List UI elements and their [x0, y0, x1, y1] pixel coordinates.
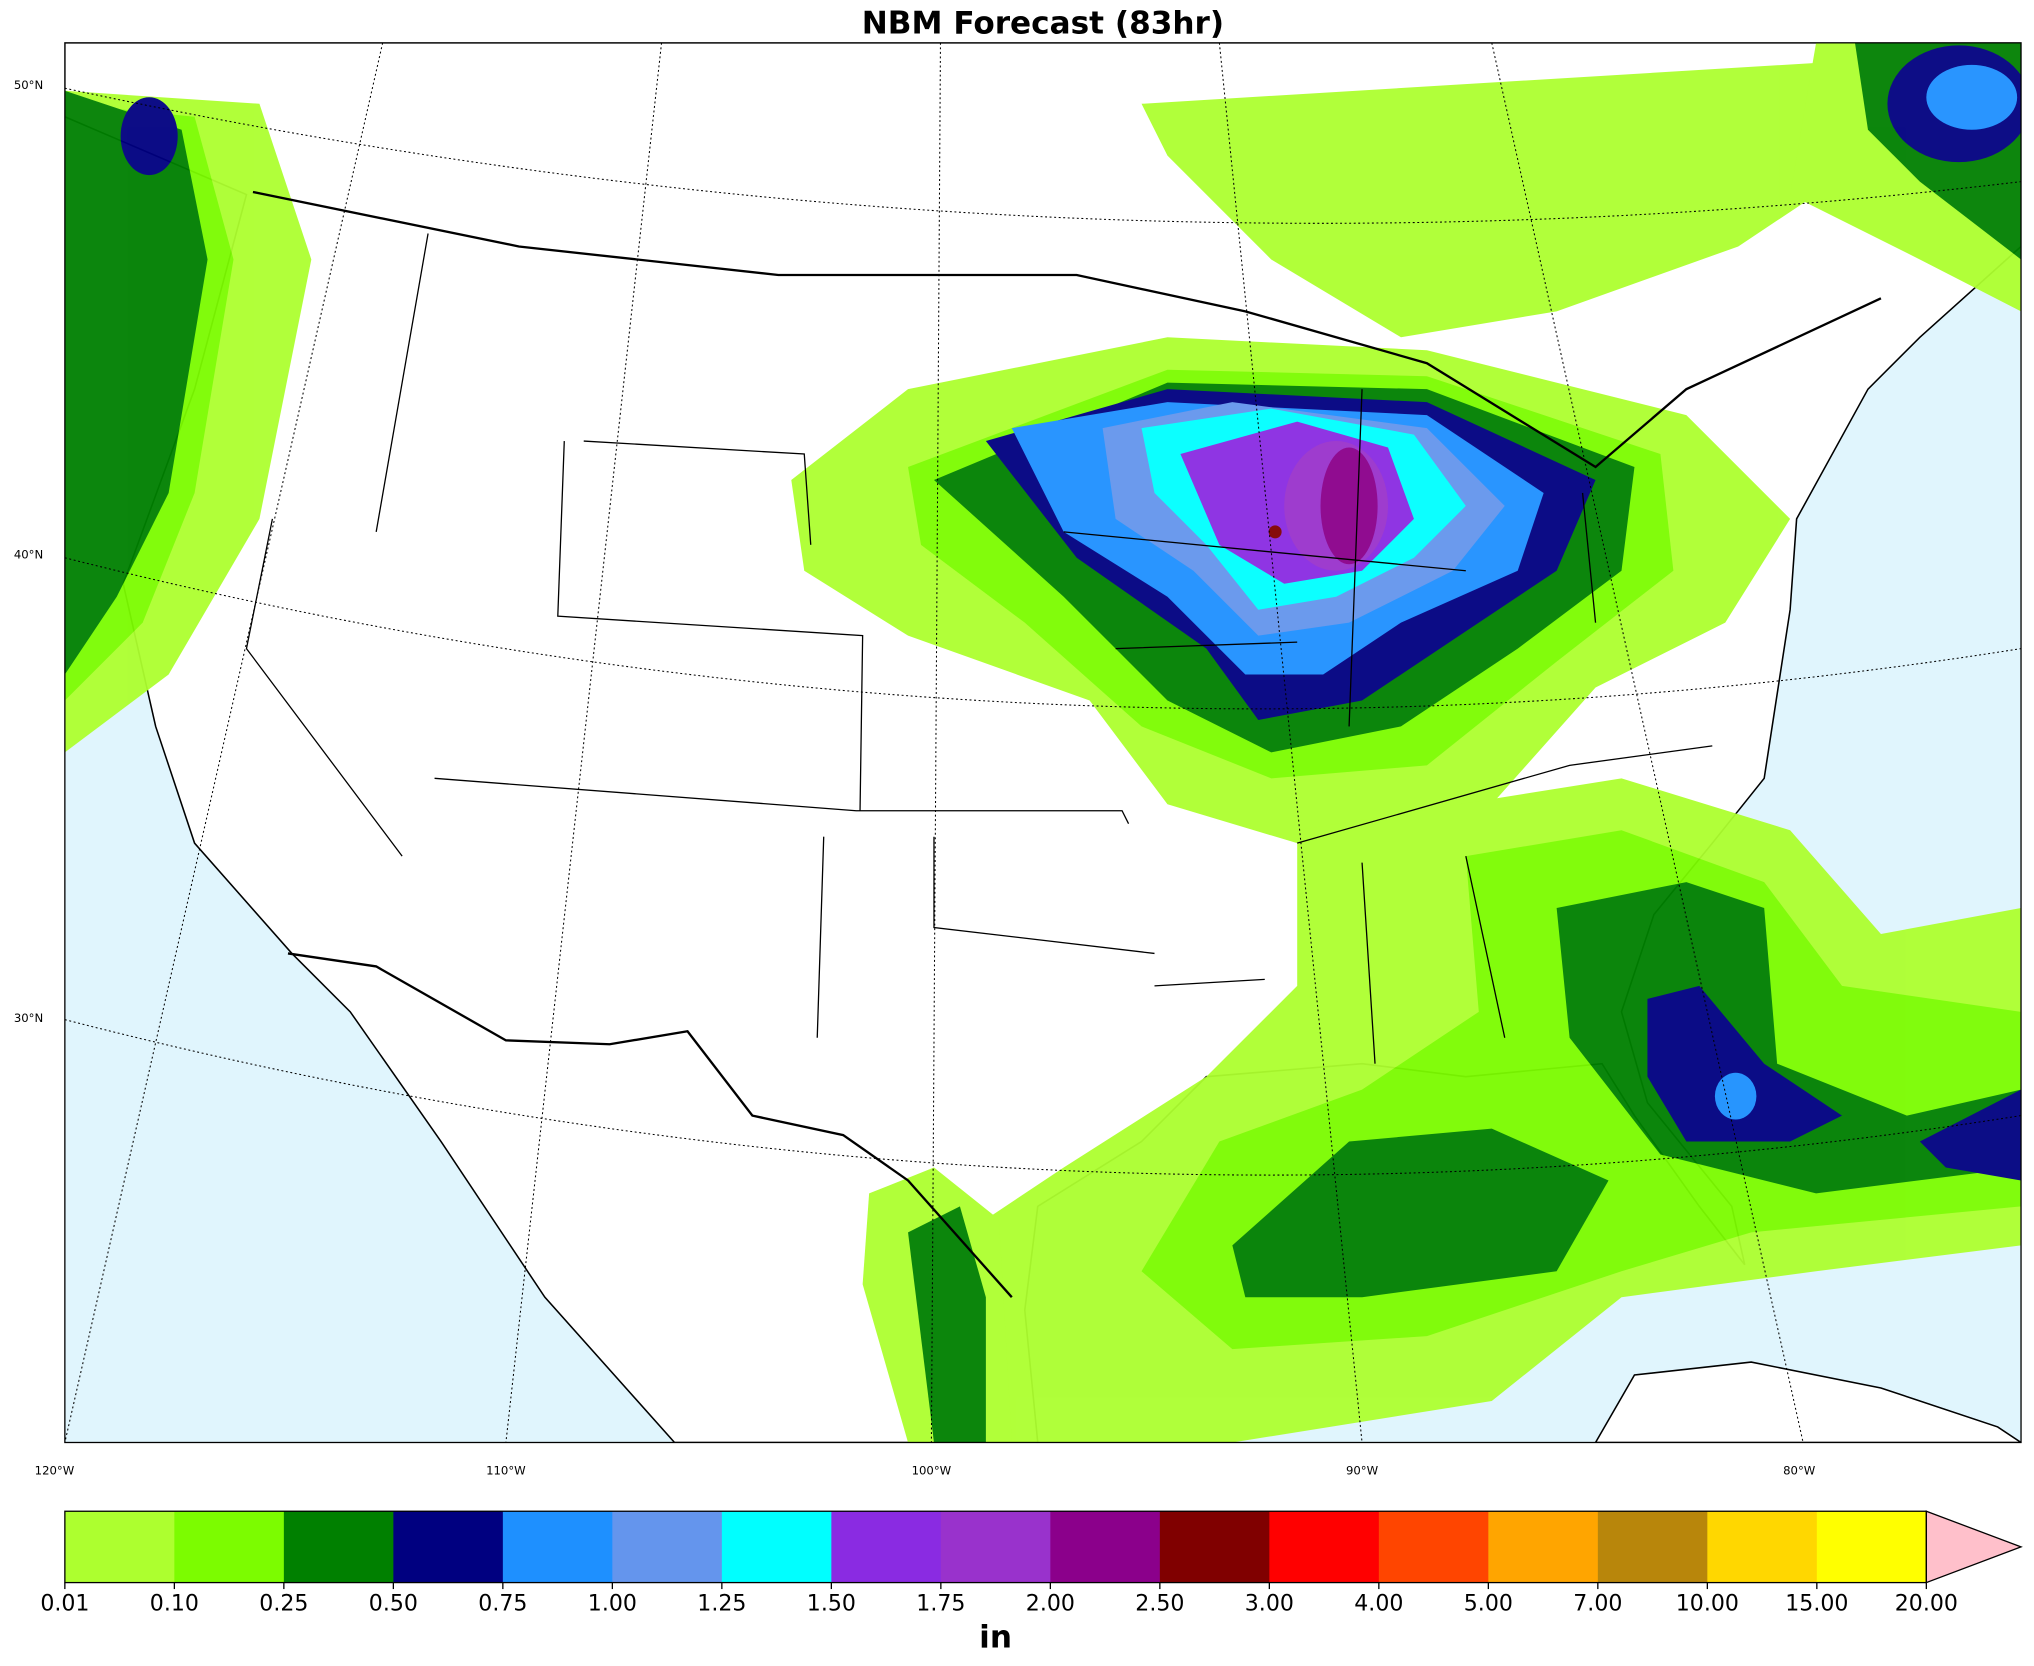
- colorbar-label: 7.00: [1573, 1592, 1622, 1617]
- colorbar-unit: in: [979, 1619, 1012, 1655]
- colorbar-bin: [174, 1511, 285, 1583]
- colorbar-bin: [1050, 1511, 1161, 1583]
- colorbar-label: 20.00: [1895, 1592, 1958, 1617]
- colorbar-label: 0.75: [478, 1592, 527, 1617]
- lon-label: 90°W: [1346, 1464, 1379, 1478]
- colorbar-label: 0.25: [259, 1592, 308, 1617]
- colorbar-label: 3.00: [1245, 1592, 1294, 1617]
- state-lines: [245, 233, 1713, 1064]
- colorbar-label: 1.25: [697, 1592, 746, 1617]
- colorbar-bin: [1597, 1511, 1708, 1583]
- cuba: [1594, 1361, 2022, 1443]
- colorbar-bin: [502, 1511, 614, 1583]
- map-frame: [64, 42, 2022, 1444]
- colorbar-label: 2.00: [1026, 1592, 1075, 1617]
- colorbar-bin: [393, 1511, 504, 1583]
- map: [64, 42, 2022, 1444]
- colorbar-label: 5.00: [1464, 1592, 1513, 1617]
- graticule: [64, 42, 2022, 1443]
- lon-label: 100°W: [912, 1464, 952, 1478]
- colorbar-bin: [1488, 1511, 1599, 1583]
- colorbar-label: 2.50: [1135, 1592, 1184, 1617]
- colorbar-bin: [831, 1511, 942, 1583]
- colorbar-bin: [1159, 1511, 1270, 1583]
- lon-label: 110°W: [486, 1464, 526, 1478]
- colorbar-bin: [283, 1511, 395, 1583]
- colorbar-bin: [612, 1511, 723, 1583]
- borders: [252, 190, 1882, 1298]
- colorbar-bin: [1707, 1511, 1818, 1583]
- title: NBM Forecast (83hr): [862, 6, 1224, 42]
- lon-label: 80°W: [1783, 1464, 1816, 1478]
- colorbar-label: 1.00: [588, 1592, 637, 1617]
- precip-shading: [64, 42, 2022, 1443]
- colorbar-label: 1.75: [916, 1592, 965, 1617]
- colorbar-frame: [64, 1510, 1927, 1584]
- colorbar-label: 10.00: [1676, 1592, 1739, 1617]
- lat-label: 50°N: [14, 78, 43, 92]
- colorbar-bin: [1816, 1511, 1927, 1583]
- colorbar-bin: [64, 1511, 176, 1583]
- colorbar-extend: [1925, 1510, 2023, 1584]
- lat-label: 30°N: [14, 1011, 43, 1025]
- colorbar-label: 0.10: [150, 1592, 199, 1617]
- colorbar-label: 15.00: [1785, 1592, 1848, 1617]
- colorbar-bin: [721, 1511, 832, 1583]
- colorbar-label: 4.00: [1354, 1592, 1403, 1617]
- colorbar-bin: [940, 1511, 1051, 1583]
- colorbar-label: 1.50: [807, 1592, 856, 1617]
- colorbar-bin: [1269, 1511, 1380, 1583]
- lon-label: 120°W: [35, 1464, 75, 1478]
- colorbar-label: 0.01: [40, 1592, 89, 1617]
- lat-label: 40°N: [14, 548, 43, 562]
- colorbar-bin: [1378, 1511, 1489, 1583]
- colorbar-label: 0.50: [369, 1592, 418, 1617]
